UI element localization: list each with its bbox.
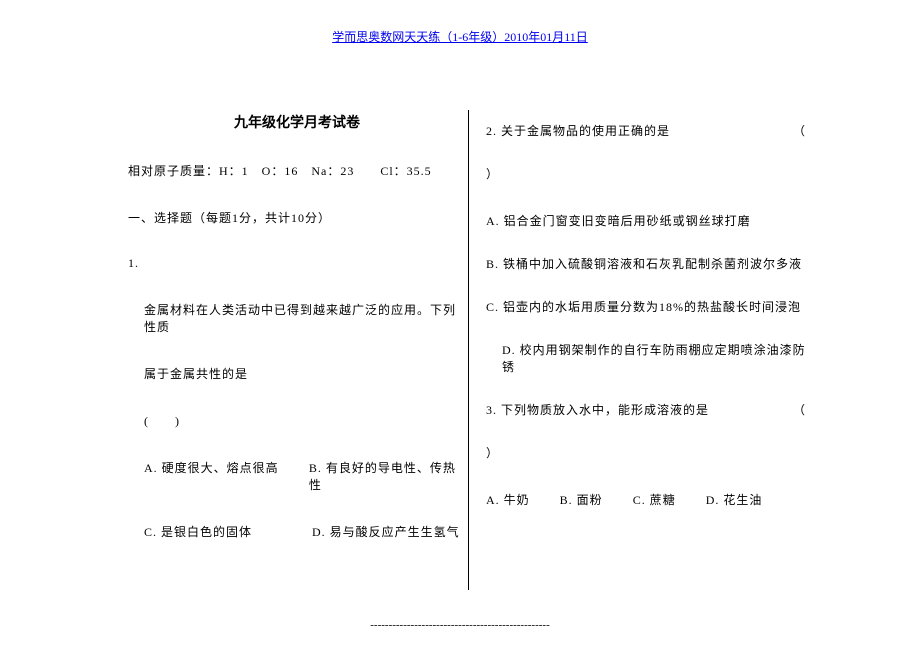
q3-opt-c: C. 蔗糖: [633, 491, 676, 508]
q2-paren-open: （: [793, 122, 806, 139]
q3-opt-b: B. 面粉: [560, 491, 603, 508]
q1-opt-a: A. 硬度很大、熔点很高: [144, 459, 309, 493]
content-area: 九年级化学月考试卷 相对原子质量：H：1 O：16 Na：23 Cl：35.5 …: [128, 90, 808, 610]
q3-stem: 3. 下列物质放入水中，能形成溶液的是: [486, 401, 709, 418]
column-right: 2. 关于金属物品的使用正确的是 （ ） A. 铝合金门窗变旧变暗后用砂纸或钢丝…: [468, 90, 806, 600]
q2-paren-close: ）: [486, 165, 806, 182]
q1-options-row2: C. 是银白色的固体 D. 易与酸反应产生生氢气: [128, 523, 466, 540]
q2-opt-b: B. 铁桶中加入硫酸铜溶液和石灰乳配制杀菌剂波尔多液: [486, 255, 806, 272]
footer-separator: ----------------------------------------…: [0, 619, 920, 631]
q1-opt-c: C. 是银白色的固体: [144, 523, 312, 540]
q2-stem: 2. 关于金属物品的使用正确的是: [486, 122, 670, 139]
header-link[interactable]: 学而思奥数网天天练（1-6年级）2010年01月11日: [0, 28, 920, 45]
q1-stem-line2: 属于金属共性的是: [128, 365, 466, 382]
q2-opt-d: D. 校内用钢架制作的自行车防雨棚应定期喷涂油漆防锈: [486, 341, 806, 375]
q3-paren-open: （: [793, 401, 806, 418]
q1-stem-line1: 金属材料在人类活动中已得到越来越广泛的应用。下列性质: [128, 301, 466, 335]
column-left: 九年级化学月考试卷 相对原子质量：H：1 O：16 Na：23 Cl：35.5 …: [128, 90, 466, 600]
q1-opt-b: B. 有良好的导电性、传热性: [309, 459, 466, 493]
q2-opt-c: C. 铝壶内的水垢用质量分数为18%的热盐酸长时间浸泡: [486, 298, 806, 315]
q1-options-row1: A. 硬度很大、熔点很高 B. 有良好的导电性、传热性: [128, 459, 466, 493]
q1-parentheses: ( ): [128, 412, 466, 429]
q2-opt-a: A. 铝合金门窗变旧变暗后用砂纸或钢丝球打磨: [486, 212, 806, 229]
q2-stem-row: 2. 关于金属物品的使用正确的是 （: [486, 122, 806, 139]
q3-opt-d: D. 花生油: [706, 491, 763, 508]
section-1-heading: 一、选择题（每题1分，共计10分）: [128, 209, 466, 226]
header-link-text: 学而思奥数网天天练（1-6年级）2010年01月11日: [332, 30, 588, 44]
q3-options-row: A. 牛奶 B. 面粉 C. 蔗糖 D. 花生油: [486, 491, 806, 508]
q1-number: 1.: [128, 256, 466, 271]
q3-paren-close: ）: [486, 444, 806, 461]
q1-opt-d: D. 易与酸反应产生生氢气: [312, 523, 460, 540]
q3-opt-a: A. 牛奶: [486, 491, 530, 508]
q3-stem-row: 3. 下列物质放入水中，能形成溶液的是 （: [486, 401, 806, 418]
atomic-mass-line: 相对原子质量：H：1 O：16 Na：23 Cl：35.5: [128, 162, 466, 179]
exam-title: 九年级化学月考试卷: [128, 112, 466, 132]
